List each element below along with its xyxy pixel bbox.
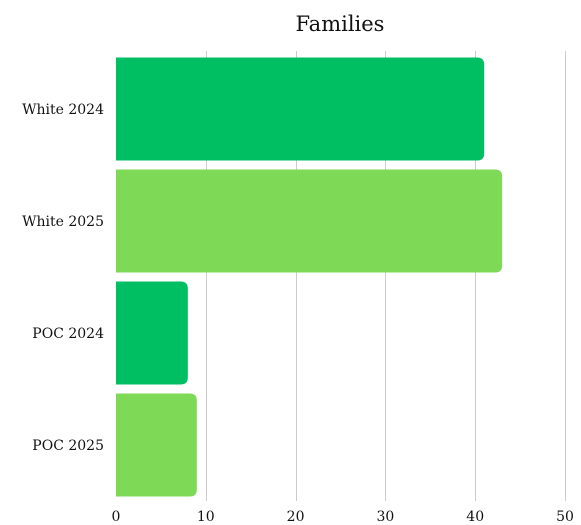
chart-title: Families [296,12,385,36]
x-tick-label-40: 40 [466,509,484,525]
x-tick-label-10: 10 [197,509,215,525]
bar-poc-2025 [116,393,197,497]
category-label-poc-2025: POC 2025 [32,438,104,454]
bar-white-2024 [116,57,485,161]
category-label-poc-2024: POC 2024 [32,326,104,342]
x-tick-label-20: 20 [287,509,305,525]
x-tick-label-50: 50 [556,509,574,525]
bar-poc-2024 [116,281,188,385]
bar-white-2025 [116,169,503,273]
x-tick-labels: 0 10 20 30 40 50 [112,509,574,525]
category-label-white-2025: White 2025 [22,214,104,230]
category-label-white-2024: White 2024 [22,102,104,118]
x-tick-label-0: 0 [112,509,121,525]
category-labels: White 2024 White 2025 POC 2024 POC 2025 [22,102,104,454]
x-tick-label-30: 30 [376,509,394,525]
bars [116,57,503,497]
